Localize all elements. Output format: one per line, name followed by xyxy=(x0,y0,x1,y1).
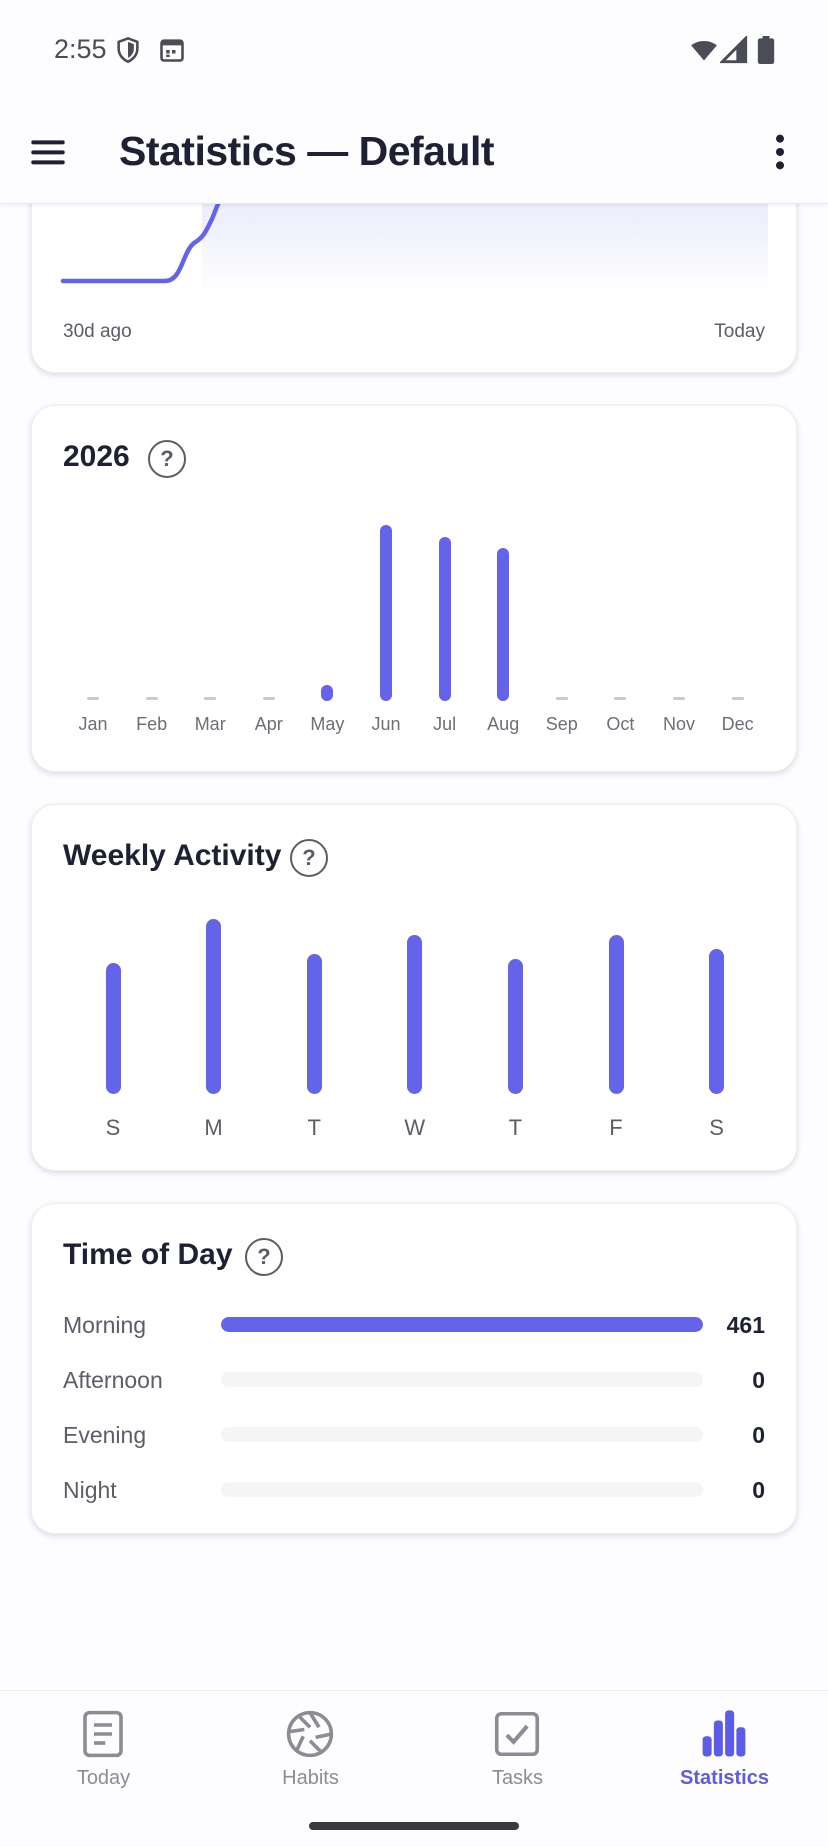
tod-label-night: Night xyxy=(63,1477,117,1503)
month-label-nov: Nov xyxy=(662,714,695,734)
tod-label-afternoon: Afternoon xyxy=(63,1367,163,1393)
tod-track-afternoon xyxy=(221,1372,703,1387)
year-bar-oct xyxy=(614,697,627,700)
weekly-bar-6 xyxy=(709,948,725,1094)
weekly-bar-3 xyxy=(407,934,423,1094)
weekly-help-icon[interactable]: ? xyxy=(290,839,328,877)
nav-label-tasks: Tasks xyxy=(491,1767,544,1789)
month-label-jul: Jul xyxy=(433,714,457,734)
year-bar-jun xyxy=(380,525,392,701)
checkbox-icon xyxy=(494,1711,540,1757)
month-label-oct: Oct xyxy=(606,714,635,734)
nav-label-habits: Habits xyxy=(282,1767,339,1789)
weekday-label-5: F xyxy=(609,1115,623,1140)
month-label-aug: Aug xyxy=(487,714,520,734)
month-label-feb: Feb xyxy=(136,714,168,734)
weekly-bar-2 xyxy=(306,954,322,1094)
weekday-label-2: T xyxy=(307,1115,321,1140)
weekday-label-3: W xyxy=(404,1115,426,1140)
tod-value-afternoon: 0 xyxy=(752,1367,765,1393)
weekday-label-1: M xyxy=(204,1115,223,1140)
tod-value-evening: 0 xyxy=(752,1422,765,1448)
trend-end-label: Today xyxy=(714,321,765,342)
status-time: 2:55 xyxy=(54,34,107,64)
nav-item-statistics[interactable]: Statistics xyxy=(621,1691,828,1811)
month-label-apr: Apr xyxy=(254,714,283,734)
tod-label-morning: Morning xyxy=(63,1312,147,1338)
tod-track-morning xyxy=(221,1317,703,1332)
month-label-sep: Sep xyxy=(545,714,578,734)
nav-item-today[interactable]: Today xyxy=(0,1691,207,1811)
nav-label-statistics: Statistics xyxy=(680,1767,769,1789)
tod-label-evening: Evening xyxy=(63,1422,147,1448)
year-bar-dec xyxy=(731,697,744,700)
hamburger-menu-icon[interactable] xyxy=(28,132,68,172)
year-bar-aug xyxy=(497,547,510,701)
time-of-day-title: Time of Day xyxy=(63,1238,233,1271)
nav-label-today: Today xyxy=(76,1767,131,1789)
app-bar: Statistics — Default xyxy=(0,100,828,204)
year-help-icon[interactable]: ? xyxy=(148,440,186,478)
nav-item-tasks[interactable]: Tasks xyxy=(414,1691,621,1811)
tod-value-morning: 461 xyxy=(726,1312,765,1338)
year-bar-apr xyxy=(262,697,275,700)
tod-track-evening xyxy=(221,1427,703,1442)
bar-chart-icon xyxy=(702,1710,746,1757)
wifi-icon xyxy=(691,40,717,61)
month-label-may: May xyxy=(310,714,345,734)
shield-icon xyxy=(117,36,139,64)
month-label-mar: Mar xyxy=(194,714,226,734)
calendar-icon xyxy=(160,39,184,62)
month-label-jan: Jan xyxy=(78,714,108,734)
weekly-bar-1 xyxy=(206,919,222,1094)
tod-value-night: 0 xyxy=(752,1477,765,1503)
nav-item-habits[interactable]: Habits xyxy=(207,1691,414,1811)
year-card: 2026 ? Jan Feb Mar Apr May Jun Jul Aug Sep Oct Nov… xyxy=(31,405,797,772)
weekly-card-title: Weekly Activity xyxy=(63,839,282,872)
more-options-icon[interactable] xyxy=(760,130,800,174)
month-label-jun: Jun xyxy=(371,714,401,734)
time-of-day-card: Time of Day ? Morning 461 Afternoon 0 Ev… xyxy=(31,1203,797,1534)
year-bar-nov xyxy=(673,697,685,700)
home-indicator[interactable] xyxy=(309,1822,519,1830)
trend-start-label: 30d ago xyxy=(63,321,132,342)
weekly-bar-0 xyxy=(105,962,121,1094)
tod-fill-morning xyxy=(221,1317,703,1332)
weekday-label-0: S xyxy=(105,1115,121,1140)
time-of-day-help-icon[interactable]: ? xyxy=(245,1238,283,1276)
year-bar-jul xyxy=(438,537,451,701)
year-bar-may xyxy=(321,685,334,701)
document-icon xyxy=(83,1710,123,1758)
aperture-icon xyxy=(286,1710,334,1758)
month-label-dec: Dec xyxy=(721,714,754,734)
weekday-label-4: T xyxy=(508,1115,523,1140)
year-card-title: 2026 xyxy=(63,440,130,473)
bottom-navigation: Today Habits Tasks Statistics xyxy=(0,1690,828,1847)
weekday-label-6: S xyxy=(709,1115,724,1140)
status-bar: 2:55 xyxy=(0,0,828,100)
year-bar-sep xyxy=(555,697,568,700)
weekly-activity-card: Weekly Activity ? S M T W T F S xyxy=(31,804,797,1171)
year-bar-mar xyxy=(204,697,217,700)
cellular-signal-icon xyxy=(720,36,748,64)
weekly-bar-4 xyxy=(507,959,523,1094)
year-bar-feb xyxy=(145,697,158,700)
battery-icon xyxy=(757,36,775,64)
weekly-bar-5 xyxy=(608,934,624,1094)
page-title: Statistics — Default xyxy=(119,128,495,174)
tod-track-night xyxy=(221,1482,703,1497)
year-bar-jan xyxy=(87,697,99,700)
